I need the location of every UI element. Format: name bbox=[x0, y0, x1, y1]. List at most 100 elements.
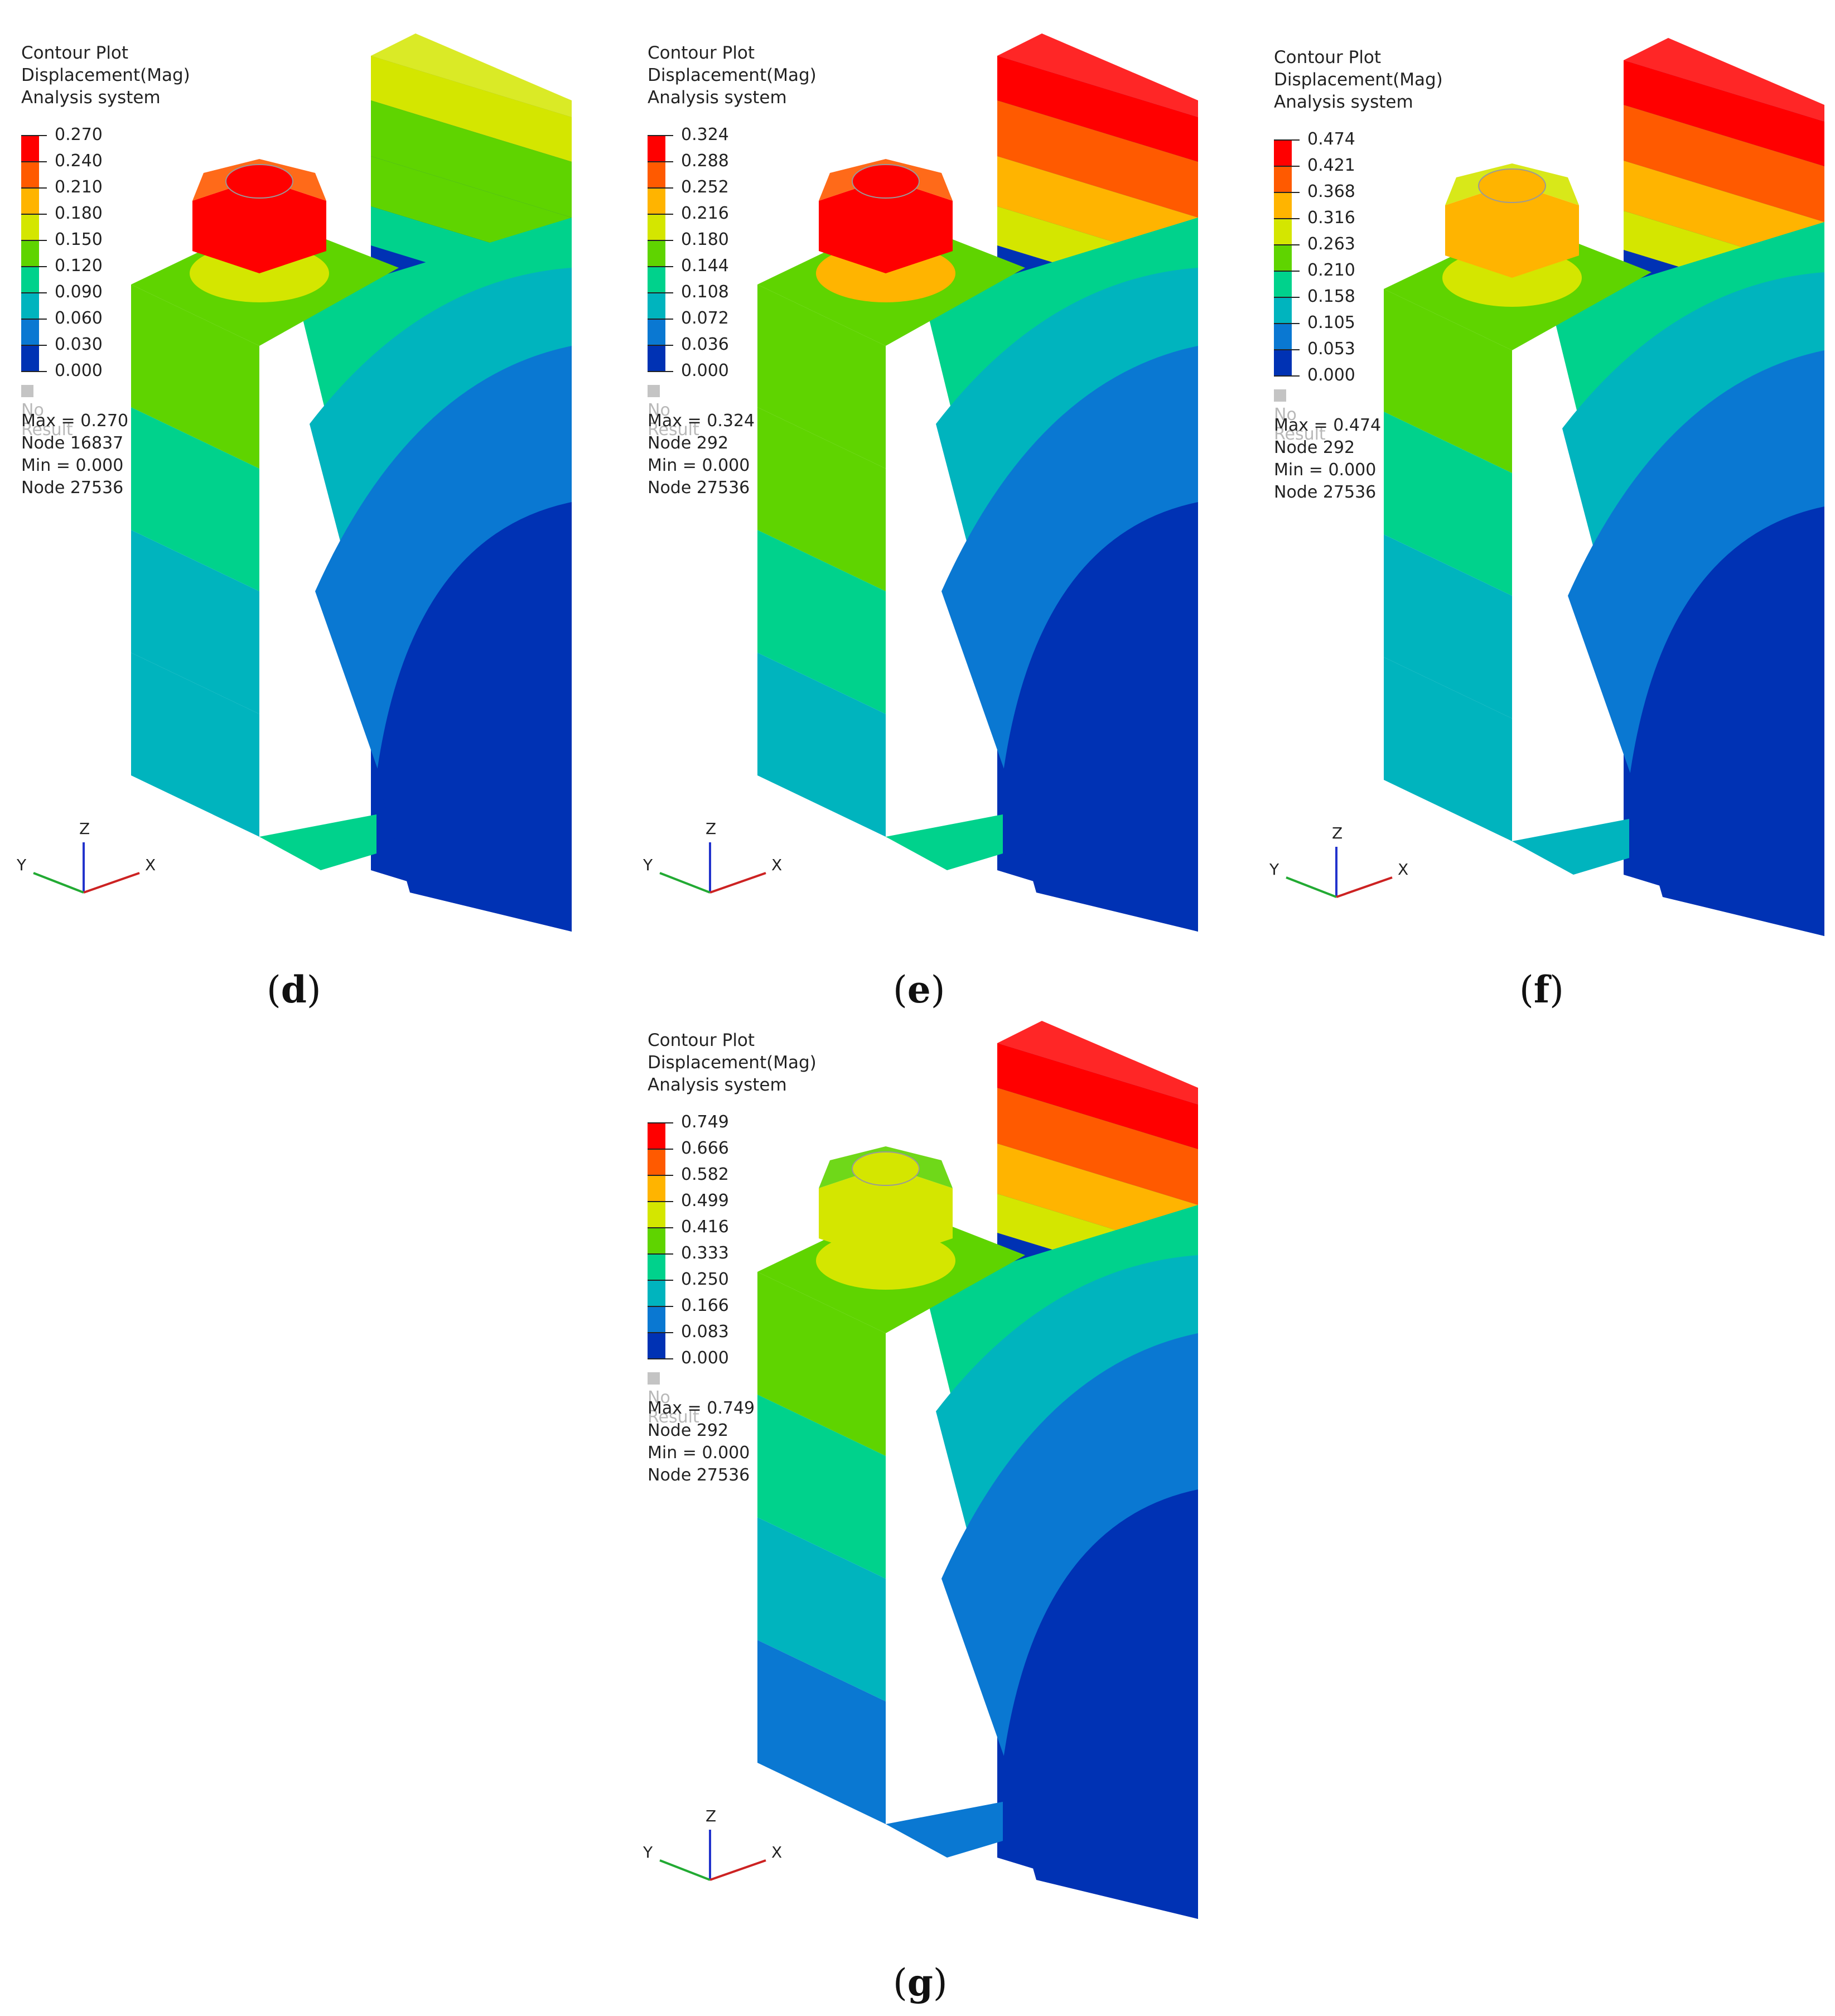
scale-value-label: 0.666 bbox=[681, 1139, 729, 1158]
z-axis-label: Z bbox=[706, 1807, 716, 1825]
scale-swatch bbox=[21, 266, 39, 292]
scale-tick bbox=[648, 371, 673, 372]
scale-value-label: 0.000 bbox=[1307, 365, 1355, 385]
y-axis bbox=[1286, 876, 1337, 898]
scale-tick bbox=[648, 240, 673, 241]
scale-tick bbox=[21, 161, 47, 162]
scale-swatch bbox=[1274, 139, 1292, 166]
scale-value-label: 0.288 bbox=[681, 151, 729, 171]
axis-triad: Z Y X bbox=[16, 819, 156, 894]
y-axis bbox=[33, 872, 84, 894]
scale-value-label: 0.270 bbox=[55, 125, 103, 144]
scale-value-label: 0.150 bbox=[55, 230, 103, 249]
scale-value-label: 0.158 bbox=[1307, 287, 1355, 306]
scale-swatch bbox=[648, 319, 665, 345]
min-value: Min = 0.000 bbox=[21, 456, 124, 475]
scale-swatch bbox=[648, 161, 665, 187]
nut-bore bbox=[1478, 168, 1546, 203]
no-result-label: No Result bbox=[648, 1388, 699, 1427]
axis-triad: Z Y X bbox=[643, 819, 782, 894]
wall-contour-band bbox=[997, 100, 1198, 218]
scale-swatch bbox=[1274, 323, 1292, 349]
nut-body bbox=[819, 179, 953, 273]
z-axis-label: Z bbox=[706, 819, 716, 838]
scale-swatch bbox=[21, 161, 39, 187]
scale-value-label: 0.090 bbox=[55, 282, 103, 302]
scale-swatch bbox=[648, 214, 665, 240]
scale-value-label: 0.252 bbox=[681, 177, 729, 197]
block-front-band bbox=[757, 1640, 886, 1824]
min-node: Node 27536 bbox=[1274, 483, 1377, 502]
wall-contour-band bbox=[371, 100, 572, 218]
contour-panel-d: Contour Plot Displacement(Mag) Analysis … bbox=[0, 11, 580, 1015]
no-result-entry: No Result bbox=[648, 1368, 699, 1427]
scale-swatch bbox=[1274, 349, 1292, 375]
scale-tick bbox=[648, 1280, 673, 1281]
min-node: Node 27536 bbox=[21, 478, 124, 498]
no-result-swatch bbox=[21, 385, 33, 397]
wall-top-face bbox=[371, 33, 572, 117]
scale-value-label: 0.210 bbox=[1307, 261, 1355, 280]
bottom-tab bbox=[886, 1802, 1003, 1858]
scale-tick bbox=[1274, 166, 1300, 167]
max-node: Node 292 bbox=[648, 433, 729, 453]
no-result-entry: No Result bbox=[648, 381, 699, 440]
nut-bore bbox=[225, 164, 293, 199]
legend-system: Analysis system bbox=[21, 88, 161, 108]
legend-system: Analysis system bbox=[648, 88, 787, 108]
scale-value-label: 0.053 bbox=[1307, 339, 1355, 359]
scale-tick bbox=[21, 292, 47, 293]
legend-quantity: Displacement(Mag) bbox=[21, 65, 190, 85]
scale-tick bbox=[648, 1122, 673, 1123]
block-side-band bbox=[1003, 1489, 1198, 1919]
fe-model-render bbox=[1384, 38, 1824, 936]
x-axis bbox=[709, 1859, 766, 1881]
scale-tick bbox=[1274, 192, 1300, 193]
scale-tick bbox=[648, 1253, 673, 1255]
scale-tick bbox=[1274, 297, 1300, 298]
scale-swatch bbox=[648, 1201, 665, 1227]
no-result-entry: No Result bbox=[1274, 385, 1326, 444]
scale-swatch bbox=[648, 1253, 665, 1280]
fe-model-render bbox=[131, 33, 572, 932]
scale-tick bbox=[648, 1358, 673, 1359]
scale-value-label: 0.180 bbox=[681, 230, 729, 249]
scale-swatch bbox=[1274, 192, 1292, 218]
scale-value-label: 0.210 bbox=[55, 177, 103, 197]
min-value: Min = 0.000 bbox=[648, 1443, 750, 1463]
panel-caption: (g) bbox=[893, 1961, 948, 2004]
scale-value-label: 0.060 bbox=[55, 308, 103, 328]
contour-panel-f: Contour Plot Displacement(Mag) Analysis … bbox=[1253, 16, 1833, 1020]
y-axis bbox=[659, 872, 711, 894]
scale-swatch bbox=[648, 1332, 665, 1358]
y-axis bbox=[659, 1859, 711, 1881]
legend-stats: Max = 0.749 Node 292 Min = 0.000 Node 27… bbox=[648, 1397, 755, 1487]
scale-tick bbox=[21, 371, 47, 372]
scale-swatch bbox=[648, 1122, 665, 1149]
scale-swatch bbox=[648, 135, 665, 161]
scale-tick bbox=[21, 266, 47, 267]
scale-tick bbox=[21, 345, 47, 346]
no-result-swatch bbox=[648, 385, 660, 397]
x-axis-label: X bbox=[771, 1843, 782, 1861]
min-node: Node 27536 bbox=[648, 1465, 750, 1485]
scale-value-label: 0.083 bbox=[681, 1322, 729, 1342]
scale-value-label: 0.180 bbox=[55, 204, 103, 223]
wall-top-face bbox=[997, 33, 1198, 117]
scale-tick bbox=[21, 187, 47, 189]
scale-value-label: 0.240 bbox=[55, 151, 103, 171]
scale-tick bbox=[648, 1149, 673, 1150]
y-axis-label: Y bbox=[643, 1843, 653, 1861]
scale-value-label: 0.263 bbox=[1307, 234, 1355, 254]
scale-tick bbox=[648, 1201, 673, 1202]
scale-value-label: 0.582 bbox=[681, 1165, 729, 1184]
scale-value-label: 0.216 bbox=[681, 204, 729, 223]
bottom-tab bbox=[1512, 819, 1629, 875]
no-result-entry: No Result bbox=[21, 381, 73, 440]
scale-tick bbox=[1274, 139, 1300, 141]
scale-tick bbox=[648, 214, 673, 215]
contour-panel-e: Contour Plot Displacement(Mag) Analysis … bbox=[626, 11, 1206, 1015]
wall-contour-band bbox=[997, 1088, 1198, 1205]
scale-tick bbox=[1274, 375, 1300, 377]
x-axis-label: X bbox=[145, 856, 156, 874]
